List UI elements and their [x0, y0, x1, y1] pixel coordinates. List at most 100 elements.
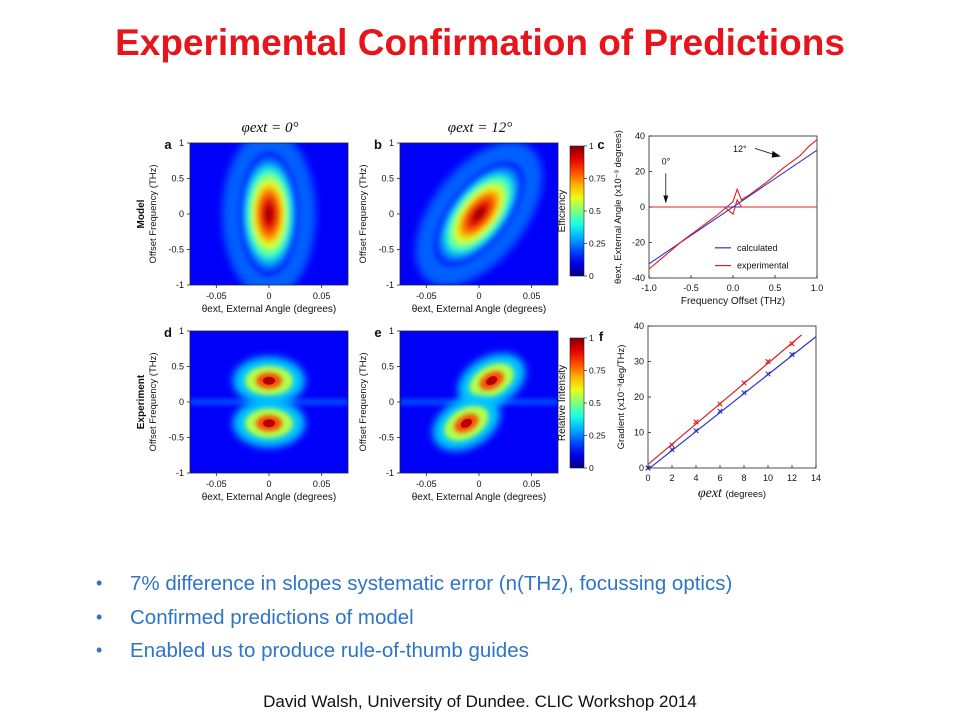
blob-core: [239, 152, 299, 276]
row-label: Experiment: [136, 374, 147, 429]
y-tick-label: -0.5: [168, 245, 184, 255]
bullet-item: • Confirmed predictions of model: [96, 601, 732, 635]
annotation: 12°: [733, 144, 747, 154]
y-tick-label: 0: [389, 397, 394, 407]
colorbar-tick-label: 0.75: [589, 174, 606, 184]
data-point-calculated: [693, 428, 699, 434]
panel-letter: e: [374, 325, 381, 340]
y-tick-label: 1: [389, 138, 394, 148]
panel-letter: d: [164, 325, 172, 340]
x-tick-label: 6: [717, 473, 722, 483]
y-tick-label: 0: [639, 463, 644, 473]
y-axis-label: Offset Frequency (THz): [148, 164, 159, 263]
panel-letter: b: [374, 137, 382, 152]
colorbar-tick-label: 0: [589, 271, 594, 281]
heatmap-panel-a: -0.05 0 0.05 1 0.5 0 -0.5 -1 θext, External Angl…: [148, 137, 349, 315]
legend-label: experimental: [737, 261, 789, 271]
data-point-calculated: [741, 390, 747, 396]
y-axis-label: Offset Frequency (THz): [358, 352, 369, 451]
x-tick-label: 0: [266, 291, 271, 301]
x-tick-label: -0.05: [416, 479, 437, 489]
x-tick-label: 0: [645, 473, 650, 483]
colorbar-gradient: [569, 145, 585, 277]
x-tick-label: 10: [763, 473, 773, 483]
footer-credit: David Walsh, University of Dundee. CLIC …: [263, 692, 697, 711]
x-tick-label: -0.05: [206, 479, 227, 489]
x-tick-label: 0.05: [313, 479, 331, 489]
x-axis-label: Frequency Offset (THz): [681, 296, 785, 307]
x-tick-label: -0.5: [683, 283, 699, 293]
x-tick-label: -0.05: [416, 291, 437, 301]
lobe-peak: [460, 418, 472, 428]
y-tick-label: 1: [179, 326, 184, 336]
x-tick-label: 0: [476, 479, 481, 489]
colorbar-label: Relative Intensity: [557, 365, 568, 441]
bullet-list: • 7% difference in slopes systematic erro…: [96, 567, 732, 668]
heatmap-content: [222, 143, 316, 285]
y-tick-label: 20: [635, 167, 645, 177]
x-tick-label: 0: [266, 479, 271, 489]
colorbar-gradient: [569, 337, 585, 469]
heatmap-lobe: [233, 399, 305, 448]
colorbar-tick-label: 1: [589, 333, 594, 343]
y-tick-label: 0.5: [381, 174, 394, 184]
y-tick-label: -1: [176, 468, 184, 478]
y-tick-label: -20: [632, 238, 645, 248]
y-tick-label: 10: [634, 428, 644, 438]
blob-core: [434, 161, 524, 267]
heatmap-content: [190, 356, 348, 448]
x-tick-label: 0.05: [523, 291, 541, 301]
y-axis-label: Offset Frequency (THz): [148, 352, 159, 451]
line-chart-panel-c: -1.0 -0.5 0.0 0.5 1.0 -40 -20 0 20 40 Frequency Of…: [613, 130, 823, 307]
colorbar-tick-label: 0.25: [589, 239, 606, 249]
y-tick-label: 30: [634, 357, 644, 367]
y-tick-label: -1: [386, 468, 394, 478]
x-tick-label: 0.0: [727, 283, 740, 293]
colorbar-label: Efficiency: [557, 190, 568, 233]
panel-letter: a: [164, 137, 172, 152]
x-axis-label: φext (degrees): [698, 486, 766, 501]
y-tick-label: -0.5: [378, 245, 394, 255]
data-point-calculated: [717, 408, 723, 414]
colorbar-tick-label: 0.25: [589, 431, 606, 441]
row-label: Model: [136, 199, 147, 228]
y-axis-label: Gradient (x10⁻³deg/THz): [616, 345, 627, 450]
y-tick-label: 0: [179, 209, 184, 219]
arrow-head-icon: [663, 195, 669, 204]
data-point-experimental: [789, 341, 795, 347]
x-tick-label: 2: [669, 473, 674, 483]
bullet-item: • Enabled us to produce rule-of-thumb gui…: [96, 634, 732, 668]
x-axis-label: θext, External Angle (degrees): [202, 304, 337, 315]
series-line-experimental: [648, 139, 818, 270]
heatmap-panel-d: -0.05 0 0.05 1 0.5 0 -0.5 -1 θext, External Angl…: [148, 325, 349, 503]
y-tick-label: -40: [632, 273, 645, 283]
x-tick-label: 0.5: [769, 283, 782, 293]
heatmap-content: [400, 353, 558, 451]
data-point-experimental: [693, 419, 699, 425]
x-tick-label: 0.05: [313, 291, 331, 301]
heatmap-panel-e: -0.05 0 0.05 1 0.5 0 -0.5 -1 θext, External Angl…: [358, 325, 559, 503]
bullet-item: • 7% difference in slopes systematic erro…: [96, 567, 732, 601]
scatter-panel-f: 0 2 4 6 8 10 12 14 0 10 20 30 40 φext (degrees) Gradie…: [616, 321, 821, 501]
lobe-peak: [263, 376, 275, 385]
data-point-calculated: [765, 371, 771, 377]
heatmap-lobe: [432, 396, 500, 451]
panel-letter: f: [599, 329, 604, 344]
annotation: 0°: [662, 156, 671, 166]
y-tick-label: -1: [386, 280, 394, 290]
lobe-peak: [486, 376, 498, 386]
x-tick-label: -1.0: [641, 283, 657, 293]
column-header: φext = 0°: [242, 120, 299, 136]
bullet-icon: •: [96, 573, 103, 593]
y-tick-label: 0.5: [381, 362, 394, 372]
x-tick-label: 8: [741, 473, 746, 483]
x-tick-label: 0.05: [523, 479, 541, 489]
heatmap-blob: [222, 143, 316, 285]
x-tick-label: 4: [693, 473, 698, 483]
heatmap-content: [415, 143, 543, 285]
data-point-calculated: [669, 446, 675, 453]
x-axis-label: θext, External Angle (degrees): [412, 304, 547, 315]
figure-panels: -0.05 0 0.05 1 0.5 0 -0.5 -1 θext, External Angl…: [136, 120, 823, 503]
y-tick-label: 20: [634, 392, 644, 402]
y-tick-label: -0.5: [378, 433, 394, 443]
